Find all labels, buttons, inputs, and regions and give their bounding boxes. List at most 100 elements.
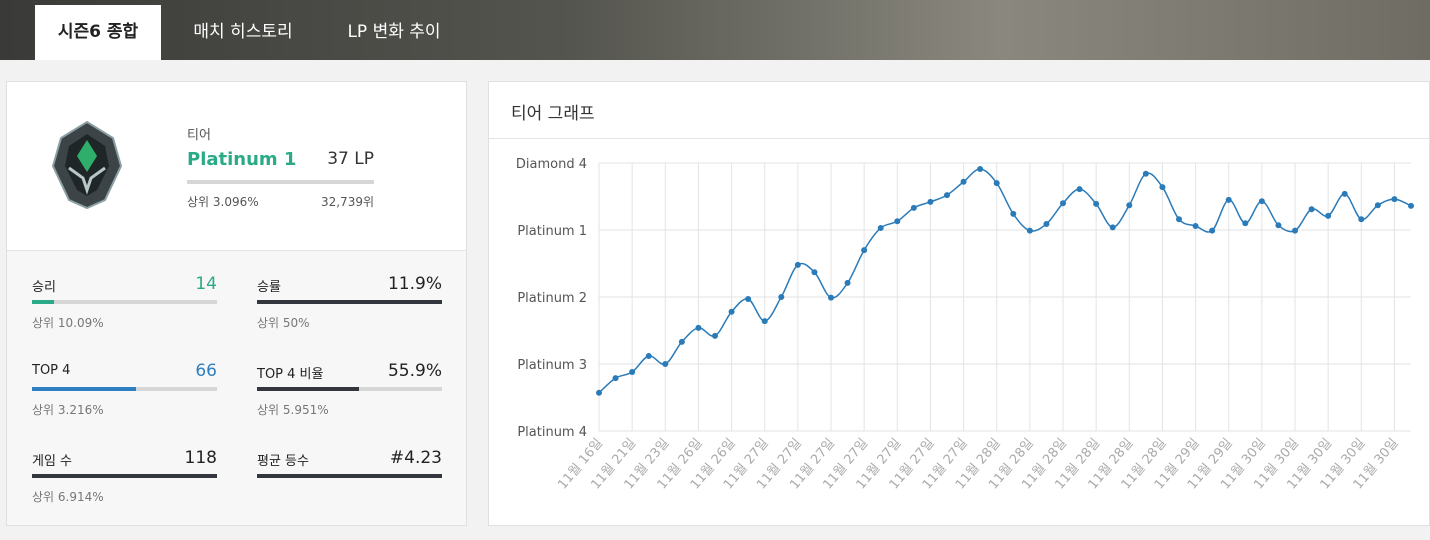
point — [662, 361, 669, 367]
point — [1408, 202, 1414, 209]
point — [844, 279, 851, 286]
point — [1126, 202, 1133, 209]
stat-value: 11.9% — [387, 274, 442, 294]
point — [927, 198, 934, 205]
stat-bar-fill — [32, 387, 136, 391]
point — [1159, 184, 1166, 191]
stat-label: TOP 4 비율 — [257, 367, 324, 382]
stat-value: 66 — [195, 361, 217, 381]
point — [1242, 220, 1249, 227]
point — [977, 166, 984, 173]
point — [629, 369, 636, 376]
point — [728, 308, 735, 315]
point — [1043, 220, 1050, 227]
stat-rank: 상위 5.951% — [257, 403, 329, 417]
point — [828, 294, 834, 301]
point — [1010, 210, 1017, 217]
point — [1275, 222, 1282, 229]
stat-bar-fill — [32, 300, 55, 304]
point — [1391, 196, 1398, 203]
y-tick-label: Platinum 3 — [517, 358, 587, 373]
rank: 32,739위 — [320, 195, 374, 209]
tier-lp: 37 LP — [327, 149, 374, 169]
point — [1109, 224, 1116, 231]
stat-rank: 상위 10.09% — [32, 316, 104, 330]
stat-rank: 상위 6.914% — [32, 490, 104, 504]
point — [1060, 200, 1066, 207]
point — [993, 180, 1000, 187]
stat-label: TOP 4 — [32, 363, 71, 378]
point — [1358, 216, 1365, 223]
point — [811, 269, 818, 276]
stat-value: 55.9% — [387, 361, 442, 381]
stat-bar-fill — [257, 387, 359, 391]
point — [761, 318, 768, 325]
point — [794, 261, 801, 268]
point — [612, 375, 619, 382]
banner: 시즌6 종합 매치 히스토리 LP 변화 추이 — [0, 0, 1430, 60]
tier-bar — [187, 180, 374, 184]
point — [861, 247, 868, 254]
point — [778, 294, 785, 300]
point — [894, 218, 901, 225]
point — [944, 192, 950, 199]
stat-bar — [257, 474, 442, 478]
point — [1093, 200, 1100, 207]
stat-value: #4.23 — [389, 448, 442, 468]
point — [1192, 222, 1199, 229]
stat-bar — [32, 387, 217, 391]
stat-value: 14 — [195, 274, 217, 294]
point — [678, 338, 685, 345]
point — [745, 296, 752, 303]
stat-value: 118 — [184, 448, 217, 468]
point — [1341, 190, 1348, 197]
y-tick-label: Platinum 4 — [517, 425, 587, 440]
stat-bar-fill — [257, 300, 442, 304]
point — [1142, 170, 1149, 177]
graph-panel: 티어 그래프 Platinum 4 Platinum 3 Platinum 2 Pla… — [488, 81, 1430, 526]
point — [712, 332, 718, 339]
tab[interactable]: 매치 히스토리 — [193, 22, 293, 42]
point — [1258, 198, 1265, 205]
stat-label: 게임 수 — [32, 454, 73, 469]
point — [1325, 212, 1332, 219]
point — [1026, 227, 1033, 234]
stat-bar — [257, 387, 442, 391]
stat-bar — [32, 474, 217, 478]
tab[interactable]: LP 변화 추이 — [347, 22, 441, 42]
line — [598, 168, 1412, 394]
rank-percent: 상위 3.096% — [187, 195, 259, 209]
stat-label: 승리 — [32, 280, 56, 295]
summary-panel: 티어 Platinum 1 37 LP 상위 3.096% 32,739위 승리… — [6, 81, 467, 526]
point — [1308, 206, 1315, 213]
stat-label: 평균 등수 — [257, 454, 309, 469]
point — [1374, 202, 1381, 209]
tab[interactable]: 시즌6 종합 — [35, 5, 161, 60]
point — [645, 352, 652, 359]
point — [1209, 227, 1216, 234]
tier-name: Platinum 1 — [187, 149, 297, 170]
stat-bar-fill — [32, 474, 217, 478]
point — [910, 204, 917, 211]
stat-bar — [32, 300, 217, 304]
y-tick-label: Platinum 1 — [517, 224, 587, 239]
chart: Platinum 4 Platinum 3 Platinum 2 Platinum 1… — [516, 157, 1414, 492]
graph-title: 티어 그래프 — [511, 104, 595, 124]
stat-label: 승률 — [257, 280, 281, 295]
point — [960, 178, 967, 185]
divider — [489, 138, 1429, 139]
point — [695, 324, 702, 331]
point — [1076, 186, 1083, 193]
divider — [7, 250, 466, 251]
point — [1176, 216, 1182, 223]
tier-label: 티어 — [187, 128, 211, 143]
point — [596, 389, 602, 396]
stat-rank: 상위 3.216% — [32, 403, 104, 417]
point — [877, 224, 884, 231]
y-tick-label: Diamond 4 — [516, 157, 587, 172]
stat-bar-fill — [257, 474, 442, 478]
point — [1292, 227, 1298, 234]
point — [1225, 196, 1232, 203]
y-tick-label: Platinum 2 — [517, 291, 587, 306]
